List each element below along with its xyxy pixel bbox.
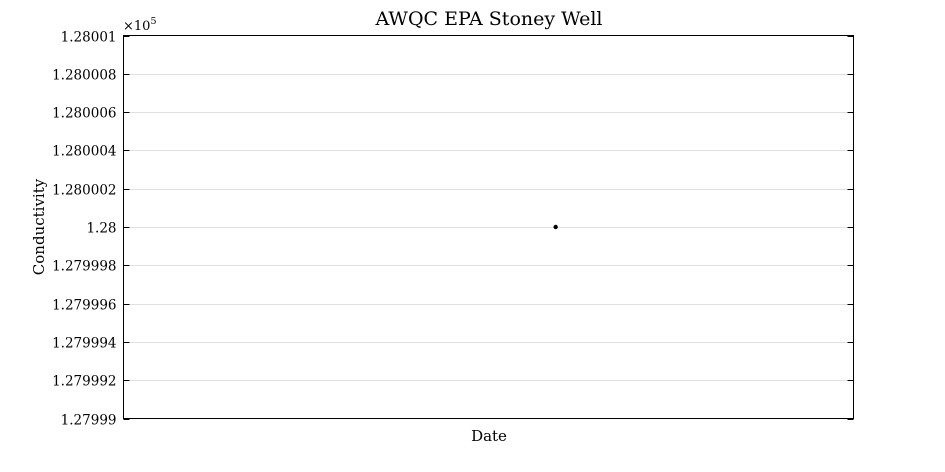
y-tick-label-6: 1.280002	[52, 183, 116, 199]
y-multiplier-exponent: 5	[150, 16, 156, 27]
y-tick-label-1: 1.279992	[52, 374, 116, 390]
gridlines	[123, 74, 854, 381]
y-tick-label-9: 1.280008	[52, 68, 116, 84]
y-tick-label-3: 1.279996	[52, 298, 116, 314]
y-tick-label-2: 1.279994	[52, 336, 116, 352]
y-axis-ticks: 1.27999 1.279992 1.279994 1.279996 1.279998 1…	[52, 30, 854, 429]
data-point-0-0	[553, 224, 558, 230]
y-axis-multiplier: ×105	[123, 16, 156, 34]
y-tick-label-8: 1.280006	[52, 106, 116, 122]
chart-title: AWQC EPA Stoney Well	[374, 8, 602, 30]
y-tick-label-5: 1.28	[86, 221, 116, 237]
y-axis-label: Conductivity	[30, 178, 48, 275]
y-multiplier-base: ×10	[123, 19, 150, 34]
data-points	[553, 224, 558, 230]
x-axis-label: Date	[471, 427, 507, 445]
y-tick-label-0: 1.27999	[61, 413, 117, 429]
plot-area	[123, 35, 854, 419]
y-tick-label-10: 1.28001	[61, 30, 117, 46]
y-tick-label-7: 1.280004	[52, 144, 116, 160]
y-tick-label-4: 1.279998	[52, 259, 116, 275]
